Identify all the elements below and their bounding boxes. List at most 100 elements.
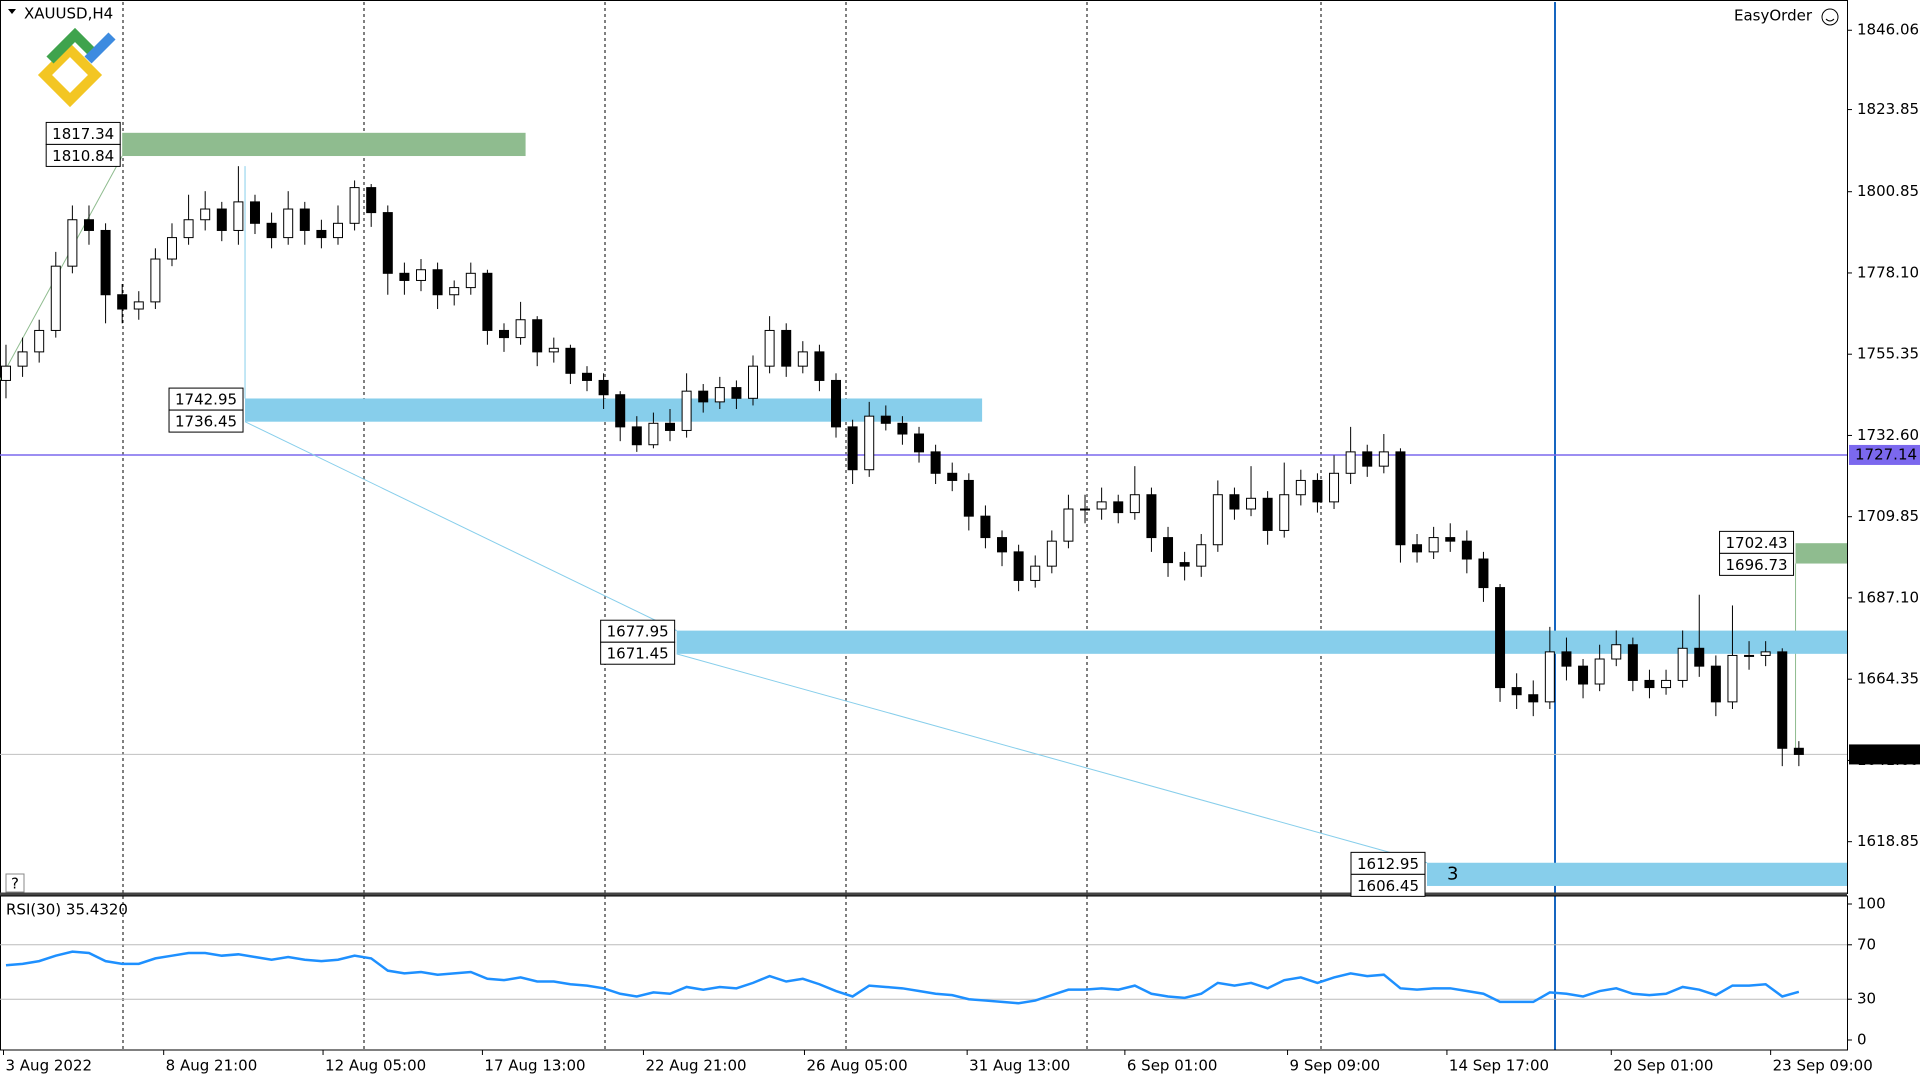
zone-top-label: 1817.34 xyxy=(52,125,114,143)
symbol-menu-arrow[interactable] xyxy=(8,9,16,14)
smiley[interactable] xyxy=(1821,8,1839,26)
level-price-label: 1727.14 xyxy=(1855,445,1917,463)
candle-body xyxy=(1561,651,1572,667)
candle-body xyxy=(1677,647,1688,681)
y-tick-label: 1755.35 xyxy=(1857,345,1919,363)
help-button[interactable]: ? xyxy=(11,875,19,893)
candle-body xyxy=(897,422,908,435)
rsi-tick-label: 30 xyxy=(1857,990,1876,1008)
candle-body xyxy=(332,222,343,239)
zone-bottom-label: 1736.45 xyxy=(175,413,237,431)
x-tick-label: 23 Sep 09:00 xyxy=(1773,1057,1873,1075)
candle-body xyxy=(515,319,526,339)
help-box[interactable] xyxy=(5,873,25,893)
candle-body xyxy=(864,415,875,471)
logo-part xyxy=(46,27,99,64)
logo xyxy=(37,27,116,108)
candle-body xyxy=(117,294,128,310)
candle-body xyxy=(1329,472,1340,503)
current-price-label-box xyxy=(1849,744,1920,765)
zone-bottom-label: 1606.45 xyxy=(1357,877,1419,895)
candle-body xyxy=(1412,544,1423,553)
candle-body xyxy=(1478,558,1489,589)
candle-body xyxy=(1063,508,1074,542)
candle-body xyxy=(249,201,260,224)
guide-line xyxy=(676,653,1428,864)
candle-body xyxy=(1661,679,1672,689)
candle-body xyxy=(1163,537,1174,564)
candle-body xyxy=(1179,562,1190,567)
zone xyxy=(1795,543,1847,564)
zone xyxy=(245,398,983,422)
zone-count: 3 xyxy=(1447,863,1458,884)
zone-bottom-label: 1696.73 xyxy=(1726,556,1788,574)
zone-top-label: 1677.95 xyxy=(607,623,669,641)
candle-body xyxy=(548,347,559,353)
candle-body xyxy=(1627,644,1638,681)
candle-body xyxy=(1295,479,1306,496)
candle-body xyxy=(100,229,111,296)
candle-body xyxy=(133,301,144,310)
zone-label-box xyxy=(1350,873,1426,897)
candle-body xyxy=(698,390,709,403)
candle-body xyxy=(0,365,11,381)
smiley-face[interactable] xyxy=(1821,8,1839,26)
x-tick-label: 9 Sep 09:00 xyxy=(1290,1057,1381,1075)
x-tick-label: 12 Aug 05:00 xyxy=(325,1057,426,1075)
y-tick-label: 1664.35 xyxy=(1857,670,1919,688)
candle-body xyxy=(1378,451,1389,467)
candle-body xyxy=(565,347,576,374)
candle-body xyxy=(150,258,161,303)
zone-top-label: 1612.95 xyxy=(1357,855,1419,873)
candle-body xyxy=(1694,647,1705,667)
easy-order-button[interactable]: EasyOrder xyxy=(1734,7,1813,25)
candle-body xyxy=(1777,651,1788,749)
candle-body xyxy=(1345,451,1356,474)
candle-body xyxy=(797,351,808,367)
rsi-line xyxy=(5,950,1800,1005)
y-tick-label: 1778.10 xyxy=(1857,263,1919,281)
candle-body xyxy=(1760,651,1771,656)
candle-body xyxy=(67,219,78,267)
candle-body xyxy=(748,365,759,399)
candle-body xyxy=(216,208,227,231)
rsi-pane-border xyxy=(0,895,1848,1051)
y-tick-label: 1732.60 xyxy=(1857,426,1919,444)
candle-body xyxy=(299,208,310,231)
candle-body xyxy=(166,237,177,260)
candle-body xyxy=(1312,479,1323,503)
candle-body xyxy=(1611,644,1622,660)
time-grid xyxy=(122,2,1322,1050)
zone xyxy=(676,630,1848,654)
smiley-mouth[interactable] xyxy=(1825,18,1835,22)
candle-body xyxy=(482,272,493,331)
y-tick-label: 1846.06 xyxy=(1857,21,1919,39)
zone xyxy=(1427,862,1847,886)
candle-body xyxy=(764,329,775,367)
x-tick-label: 20 Sep 01:00 xyxy=(1613,1057,1713,1075)
candle-body xyxy=(930,451,941,474)
candle-body xyxy=(1461,540,1472,560)
x-tick-label: 3 Aug 2022 xyxy=(5,1057,92,1075)
candle-body xyxy=(1096,501,1107,510)
rsi-label: RSI(30) 35.4320 xyxy=(6,901,128,919)
zone xyxy=(122,132,526,157)
current-price-label: 1643.28 xyxy=(1855,745,1917,763)
candle-body xyxy=(183,219,194,239)
zone-top-label: 1742.95 xyxy=(175,391,237,409)
candle-body xyxy=(1744,654,1755,657)
candle-body xyxy=(1246,497,1257,510)
candle-body xyxy=(1196,544,1207,567)
rsi-tick-label: 0 xyxy=(1857,1031,1867,1049)
x-tick-label: 22 Aug 21:00 xyxy=(645,1057,746,1075)
candle-body xyxy=(449,287,460,296)
candle-body xyxy=(1113,501,1124,514)
candle-body xyxy=(83,219,94,231)
x-tick-label: 6 Sep 01:00 xyxy=(1127,1057,1218,1075)
candle-body xyxy=(582,372,593,381)
candle-body xyxy=(1428,537,1439,553)
candle-body xyxy=(847,426,858,471)
candle-body xyxy=(233,201,244,231)
